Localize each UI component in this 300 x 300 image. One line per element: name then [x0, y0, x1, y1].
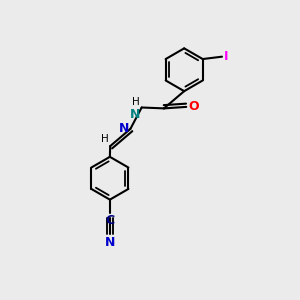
- Text: C: C: [105, 214, 114, 227]
- Text: N: N: [105, 236, 115, 249]
- Text: I: I: [224, 50, 228, 63]
- Text: H: H: [132, 97, 140, 106]
- Text: H: H: [101, 134, 109, 144]
- Text: N: N: [118, 122, 129, 135]
- Text: N: N: [130, 108, 140, 121]
- Text: O: O: [189, 100, 199, 112]
